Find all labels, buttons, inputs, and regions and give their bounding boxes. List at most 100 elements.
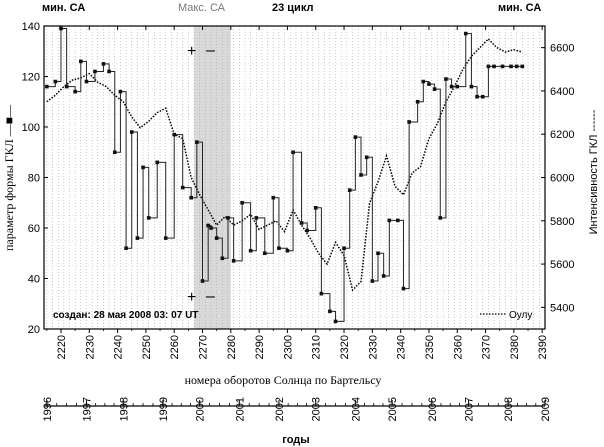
y-left-tick-label: 100 xyxy=(22,122,40,134)
created-annotation: создан: 28 мая 2008 03: 07 UT xyxy=(53,310,198,321)
y-right-tick-label: 6600 xyxy=(550,43,574,55)
year-tick-label: 1997 xyxy=(81,397,93,421)
shape-parameter-point xyxy=(387,218,392,223)
shaded-band-rect xyxy=(194,26,231,329)
shape-parameter-point xyxy=(342,246,346,250)
y-left-tick-label: 120 xyxy=(22,72,40,84)
year-tick-label: 2000 xyxy=(195,397,207,421)
x-tick-label: 2310 xyxy=(311,335,323,359)
shape-parameter-point xyxy=(509,64,513,69)
x-tick-label: 2340 xyxy=(396,335,408,359)
shape-parameter-point xyxy=(305,228,310,233)
year-tick-label: 2002 xyxy=(274,397,286,421)
shape-parameter-point xyxy=(427,82,431,86)
y-left-tick-label: 40 xyxy=(28,274,40,286)
shape-parameter-point xyxy=(254,216,259,220)
shape-parameter-point xyxy=(370,279,375,283)
shape-parameter-point xyxy=(220,256,225,261)
shape-parameter-point xyxy=(514,64,519,69)
shape-parameter-point xyxy=(45,84,49,89)
shape-parameter-point xyxy=(463,31,468,36)
shape-parameter-point xyxy=(155,160,160,165)
shape-parameter-point xyxy=(200,279,205,283)
x-tick-label: 2230 xyxy=(84,335,96,359)
shape-parameter-point xyxy=(189,195,193,200)
y-left-tick-label: 60 xyxy=(28,223,40,235)
y-right-tick-label: 5800 xyxy=(550,216,574,228)
shape-parameter-point xyxy=(146,216,151,220)
x-tick-label: 2300 xyxy=(282,335,294,359)
header-min-left: мин. СА xyxy=(42,2,85,14)
y-left-tick-label: 80 xyxy=(28,173,40,185)
shape-parameter-point xyxy=(214,236,219,240)
x-axis-title: номера оборотов Солнца по Бартельсу xyxy=(185,373,382,387)
x-tick-label: 2360 xyxy=(452,335,464,359)
shape-parameter-point xyxy=(206,223,210,228)
shape-parameter-point xyxy=(480,94,485,99)
shape-parameter-point xyxy=(299,221,304,225)
year-tick-label: 1998 xyxy=(118,397,130,421)
x-tick-label: 2370 xyxy=(481,335,493,359)
shape-parameter-point xyxy=(291,150,295,155)
x-tick-label: 2350 xyxy=(424,335,436,359)
shape-parameter-point xyxy=(107,69,111,74)
header-cycle: 23 цикл xyxy=(272,2,313,14)
y-right-tick-label: 5600 xyxy=(550,259,574,271)
x-tick-label: 2250 xyxy=(141,335,153,359)
x-tick-label: 2290 xyxy=(254,335,266,359)
shape-parameter-point xyxy=(78,59,83,64)
shape-parameter-point xyxy=(444,77,448,81)
shape-parameter-point xyxy=(449,84,454,89)
shape-parameter-point xyxy=(84,79,89,84)
year-tick-label: 2004 xyxy=(350,397,362,421)
y-right-tick-label: 6400 xyxy=(550,86,574,98)
shape-parameter-point xyxy=(271,195,276,200)
shape-parameter-point xyxy=(328,309,332,314)
x-tick-label: 2260 xyxy=(169,335,181,359)
shape-parameter-point xyxy=(277,246,281,250)
shape-parameter-point xyxy=(353,135,358,139)
shape-parameter-point xyxy=(364,155,369,160)
year-tick-label: 2009 xyxy=(540,397,552,421)
grid xyxy=(44,26,545,329)
shape-parameter-point xyxy=(73,89,77,94)
year-tick-label: 1999 xyxy=(158,397,170,421)
shape-parameter-point xyxy=(124,246,128,250)
shape-parameter-point xyxy=(101,62,106,66)
year-tick-label: 2001 xyxy=(234,397,246,421)
shape-parameter-point xyxy=(469,84,474,89)
shape-parameter-point xyxy=(135,236,140,240)
y-right-tick-label: 5400 xyxy=(550,302,574,314)
shape-parameter-point xyxy=(262,251,267,256)
shape-parameter-point xyxy=(209,226,213,230)
shape-parameter-point xyxy=(421,79,426,84)
shape-parameter-point xyxy=(53,79,58,84)
shape-parameter-point xyxy=(415,99,420,104)
shape-parameter-point xyxy=(172,132,177,137)
year-axis-ticks: 1996 1997 1998 1999 2000 2001 2002 2003 2004 2005… xyxy=(42,397,552,421)
x-axis-ticks: 2220 2230 2240 2250 2260 2270 2280 2290 2300 2310… xyxy=(46,26,549,359)
shape-parameter-point xyxy=(141,165,145,170)
shape-parameter-point xyxy=(376,251,380,256)
shape-parameter-point xyxy=(319,291,324,296)
shape-parameter-point xyxy=(500,64,505,69)
shape-parameter-series xyxy=(45,26,525,324)
plus-bottom-label: + xyxy=(187,289,196,306)
x-tick-label: 2240 xyxy=(113,335,125,359)
plot-frame xyxy=(43,25,546,330)
year-tick-label: 1996 xyxy=(42,397,54,421)
year-axis-title: годы xyxy=(282,434,309,446)
x-tick-label: 2280 xyxy=(226,335,238,359)
shape-parameter-point xyxy=(401,286,406,291)
y-left-axis-title: параметр формы ГКЛ —■— xyxy=(2,104,16,251)
year-tick-label: 2005 xyxy=(387,397,399,421)
shape-parameter-point xyxy=(226,216,230,220)
shape-parameter-point xyxy=(163,236,168,240)
x-tick-label: 2270 xyxy=(198,335,210,359)
legend-oulu-label: Оулу xyxy=(509,310,532,321)
shape-parameter-point xyxy=(438,216,443,220)
shape-parameter-point xyxy=(285,248,290,253)
shape-parameter-point xyxy=(231,259,236,263)
plus-top-label: + xyxy=(187,43,196,60)
